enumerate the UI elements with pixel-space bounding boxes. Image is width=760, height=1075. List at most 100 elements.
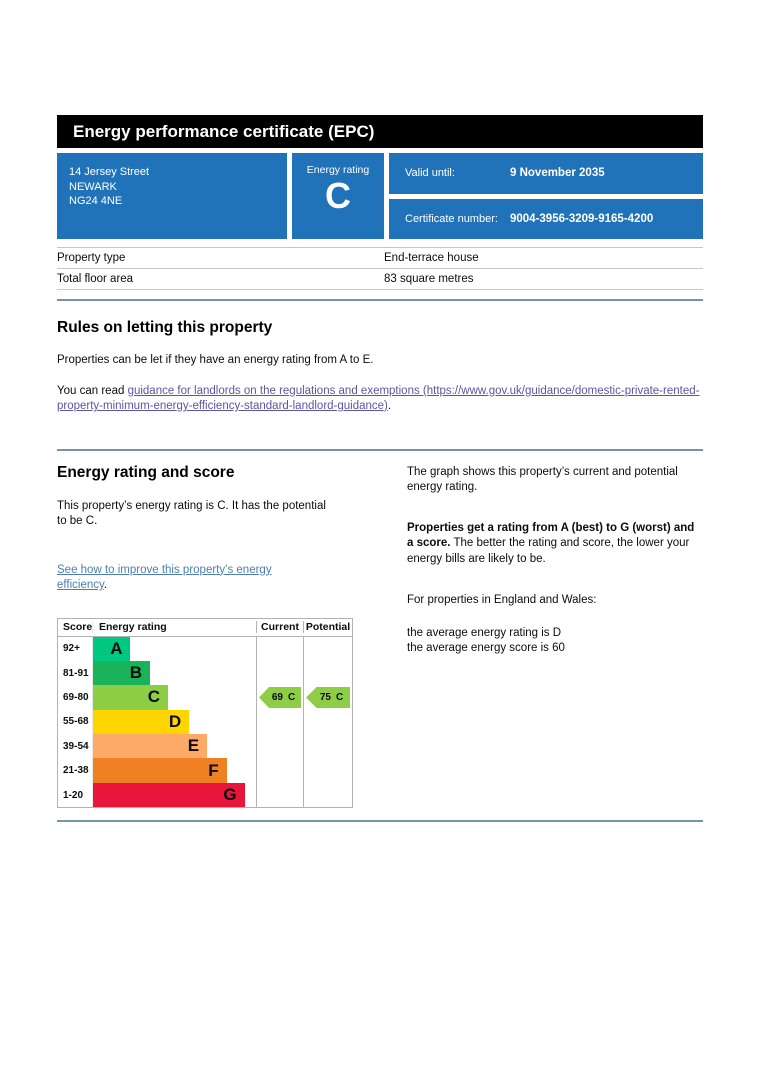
property-address-box: 14 Jersey Street NEWARK NG24 4NE	[57, 153, 287, 239]
rating-left-column: Energy rating and score This property’s …	[57, 451, 355, 809]
table-row: Total floor area 83 square metres	[57, 269, 703, 290]
band-bar-a: A	[93, 636, 131, 661]
section-divider	[57, 299, 703, 301]
energy-rating-section: Energy rating and score This property’s …	[57, 451, 703, 809]
floor-area-label: Total floor area	[57, 273, 134, 285]
current-cell	[256, 734, 303, 759]
band-bar-area: A	[92, 636, 256, 661]
improve-link-paragraph: See how to improve this property’s energ…	[57, 563, 307, 594]
epc-band-row: 81-91 B	[58, 660, 352, 686]
band-bar-area: E	[92, 734, 256, 759]
rating-explanation-rest: The better the rating and score, the low…	[407, 537, 690, 565]
band-score-range: 39-54	[63, 740, 89, 752]
potential-cell	[303, 758, 352, 783]
average-score-line: the average energy score is 60	[407, 642, 565, 654]
epc-rating-chart: Score Energy rating Current Potential 92…	[57, 617, 353, 809]
property-type-label: Property type	[57, 252, 126, 264]
potential-rating-arrow: 75 C	[306, 686, 350, 708]
validity-box: Valid until: 9 November 2035 Certificate…	[389, 153, 703, 239]
band-bar-area: G	[92, 782, 256, 808]
current-cell	[256, 758, 303, 783]
address-line-2: NEWARK	[69, 180, 117, 193]
current-cell	[256, 782, 303, 808]
summary-row: 14 Jersey Street NEWARK NG24 4NE Energy …	[57, 153, 703, 239]
epc-band-row: 69-80 C 69 C 75 C	[58, 685, 352, 710]
band-letter: D	[168, 711, 182, 731]
current-rating-arrow-score: 69	[271, 691, 283, 703]
potential-cell	[303, 709, 352, 735]
band-score-range: 21-38	[63, 765, 89, 777]
band-bar-area: F	[92, 758, 256, 783]
certificate-number-row: Certificate number: 9004-3956-3209-9165-…	[389, 198, 703, 239]
epc-band-row: 21-38 F	[58, 758, 352, 783]
floor-area-value: 83 square metres	[384, 273, 474, 285]
epc-chart-header: Score Energy rating Current Potential	[58, 619, 352, 637]
rating-body-text: This property’s energy rating is C. It h…	[57, 499, 326, 528]
band-bar-e: E	[93, 734, 208, 759]
rating-section-heading: Energy rating and score	[57, 463, 235, 481]
property-details-table: Property type End-terrace house Total fl…	[57, 247, 703, 290]
rules-link-suffix: .	[387, 400, 392, 412]
epc-band-row: 1-20 G	[58, 782, 352, 808]
band-score-range: 69-80	[63, 691, 89, 703]
property-type-value: End-terrace house	[384, 252, 479, 264]
potential-cell	[303, 782, 352, 808]
valid-until-label: Valid until:	[405, 167, 455, 180]
band-score-range: 92+	[63, 643, 80, 655]
current-cell	[256, 660, 303, 686]
average-rating-text: the average energy rating is D the avera…	[407, 626, 703, 657]
certificate-number-label: Certificate number:	[405, 212, 498, 225]
potential-cell: 75 C	[303, 685, 352, 710]
certificate-number-value: 9004-3956-3209-9165-4200	[510, 212, 654, 225]
band-letter: E	[187, 736, 200, 756]
potential-column-header: Potential	[303, 621, 352, 633]
table-row: Property type End-terrace house	[57, 248, 703, 269]
valid-until-value: 9 November 2035	[510, 167, 605, 180]
potential-cell	[303, 660, 352, 686]
energy-rating-column-header: Energy rating	[92, 621, 256, 633]
band-bar-c: C	[93, 685, 168, 710]
band-bar-area: B	[92, 660, 256, 686]
score-column-header: Score	[63, 621, 93, 633]
improve-efficiency-link[interactable]: See how to improve this property’s energ…	[57, 563, 272, 592]
rating-explanation-text: Properties get a rating from A (best) to…	[407, 521, 703, 568]
improve-link-suffix: .	[103, 579, 108, 591]
current-cell: 69 C	[256, 685, 303, 710]
rules-link-paragraph: You can read guidance for landlords on t…	[57, 384, 703, 415]
epc-band-row: 92+ A	[58, 636, 352, 661]
band-score-range: 1-20	[63, 789, 84, 801]
band-bar-b: B	[93, 660, 151, 686]
epc-band-row: 55-68 D	[58, 709, 352, 735]
rules-section-heading: Rules on letting this property	[57, 319, 273, 336]
address-line-3: NG24 4NE	[69, 195, 123, 207]
band-bar-area: C	[92, 685, 256, 710]
current-cell	[256, 636, 303, 661]
address-line-1: 14 Jersey Street	[69, 166, 150, 178]
band-letter: F	[208, 760, 219, 780]
rules-body-text: Properties can be let if they have an en…	[57, 354, 374, 366]
current-cell	[256, 709, 303, 735]
current-column-header: Current	[256, 621, 303, 633]
energy-rating-label: Energy rating	[306, 164, 370, 176]
potential-cell	[303, 636, 352, 661]
certificate-page: Energy performance certificate (EPC) 14 …	[57, 0, 703, 823]
band-bar-area: D	[92, 709, 256, 735]
section-divider	[57, 820, 703, 823]
current-rating-arrow-letter: C	[287, 691, 296, 703]
potential-rating-arrow-letter: C	[335, 691, 344, 703]
current-rating-arrow: 69 C	[259, 686, 301, 708]
band-score-range: 81-91	[63, 667, 89, 679]
epc-band-row: 39-54 E	[58, 734, 352, 759]
landlord-guidance-link[interactable]: guidance for landlords on the regulation…	[57, 384, 700, 413]
band-bar-f: F	[93, 758, 227, 783]
band-bar-g: G	[93, 782, 245, 808]
certificate-title-bar: Energy performance certificate (EPC)	[57, 115, 703, 148]
energy-rating-box: Energy rating C	[292, 153, 384, 239]
average-rating-line: the average energy rating is D	[407, 626, 562, 639]
certificate-title: Energy performance certificate (EPC)	[73, 122, 375, 141]
band-letter: B	[129, 663, 143, 683]
section-divider	[57, 448, 703, 451]
band-bar-d: D	[93, 709, 190, 735]
rating-explanation-bold: Properties get a rating from A (best) to…	[407, 521, 695, 550]
band-letter: A	[110, 638, 123, 658]
